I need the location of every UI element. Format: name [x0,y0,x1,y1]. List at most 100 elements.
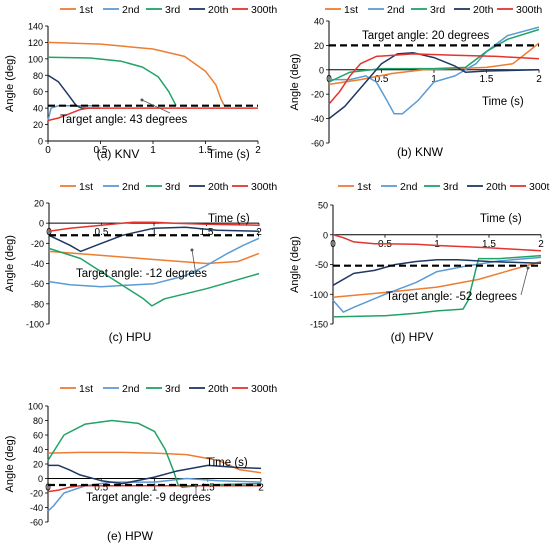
x-axis-label: Time (s) [206,457,248,469]
y-tick-label: 80 [33,416,43,426]
y-tick-label: 0 [38,137,43,147]
legend-label-300th: 300th [516,4,542,16]
legend-label-2nd: 2nd [122,4,140,16]
y-tick-label: 60 [33,87,43,97]
y-tick-label: -50 [315,260,328,270]
series-line-2nd [332,256,542,313]
y-tick-label: -40 [31,259,44,269]
y-tick-label: 0 [38,474,43,484]
legend-label-20th: 20th [208,383,229,395]
y-axis-label: Angle (deg) [4,436,16,493]
series-line-1st [328,42,540,86]
chart-HPV: 1st2nd3rd20th300th-150-100-5005000.511.5… [289,181,550,344]
series-line-1st [47,41,226,107]
y-tick-label: 20 [33,460,43,470]
y-axis-label: Angle (deg) [4,235,16,292]
series-line-3rd [328,28,540,83]
x-axis-label: Time (s) [480,213,522,225]
y-tick-label: -150 [310,320,328,330]
legend-label-2nd: 2nd [122,181,140,193]
series-line-1st [332,260,542,298]
legend-label-3rd: 3rd [165,4,180,16]
series-line-1st [47,451,262,474]
y-tick-label: 20 [34,199,44,209]
series-line-1st [48,250,260,265]
legend-label-3rd: 3rd [165,181,180,193]
x-tick-label: 1.5 [200,227,214,238]
series-line-300th [328,53,540,105]
caption: (c) HPU [109,330,152,344]
target-arrow-head [190,248,194,252]
x-tick-label: 1.5 [201,483,215,494]
legend-label-20th: 20th [208,181,229,193]
legend-label-20th: 20th [486,181,507,193]
x-tick-label: 2 [536,74,542,85]
y-tick-label: -60 [31,279,44,289]
y-tick-label: 120 [28,38,43,48]
y-axis-label: Angle (deg) [289,54,301,111]
y-tick-label: -100 [26,320,44,330]
x-tick-label: 0 [46,227,52,238]
legend-label-20th: 20th [473,4,494,16]
legend-label-1st: 1st [79,383,93,395]
chart-KNV: 1st 2nd 3rd 20th 300th 0 20 40 60 80 100 120 140 0 0.5… [4,4,277,161]
y-tick-label: -20 [311,90,324,100]
x-tick-label: 0.5 [375,74,389,85]
x-tick-label: 0.5 [95,227,109,238]
series-line-20th [332,258,542,286]
x-tick-label: 1 [151,227,157,238]
legend: 1st 2nd 3rd 20th 300th [60,383,277,395]
legend-label-2nd: 2nd [387,4,405,16]
x-tick-label: 2 [256,227,262,238]
series-line-3rd [332,254,542,318]
target-arrow [191,249,197,276]
x-tick-label: 1 [152,483,158,494]
series-line-300th [47,107,258,122]
x-tick-label: 0.5 [94,483,108,494]
series-line-300th [332,234,542,252]
legend: 1st 2nd 3rd 20th 300th [60,181,277,193]
x-tick-label: 2 [255,145,261,156]
target-arrow [141,99,171,114]
y-tick-label: -20 [31,239,44,249]
target-arrow-head [140,98,144,102]
y-tick-label: 0 [323,230,328,240]
x-tick-label: 0.5 [94,145,108,156]
x-tick-label: 2 [538,239,544,250]
x-tick-label: 1.5 [199,145,213,156]
caption: (b) KNW [397,145,444,159]
legend-label-3rd: 3rd [430,4,445,16]
caption: (a) KNV [97,147,140,161]
x-tick-label: 0 [45,145,51,156]
caption: (d) HPV [391,330,434,344]
y-tick-label: -60 [311,139,324,149]
legend-label-2nd: 2nd [122,383,140,395]
series-line-20th [47,74,101,109]
legend: 1st 2nd 3rd 20th 300th [338,181,550,193]
target-arrow-head [526,266,530,270]
y-tick-label: 20 [33,120,43,130]
x-tick-label: 1.5 [480,74,494,85]
target-arrow-head [194,484,198,488]
x-axis-label: Time (s) [482,96,524,108]
series-line-20th [48,226,260,253]
x-tick-label: 2 [258,483,264,494]
y-tick-label: 50 [318,201,328,211]
legend-label-1st: 1st [79,4,93,16]
series-line-20th [328,51,540,120]
y-tick-label: 40 [33,104,43,114]
x-tick-label: 1 [434,239,440,250]
chart-HPW: 1st 2nd 3rd 20th 300th-60-40-200204060801000… [4,383,277,543]
x-tick-label: 1 [431,74,437,85]
y-tick-label: 100 [28,54,43,64]
series-line-2nd [48,237,260,288]
x-tick-label: 0 [330,239,336,250]
target-label: Target angle: -52 degrees [386,291,517,303]
y-axis-label: Angle (deg) [289,236,301,293]
y-tick-label: -40 [311,114,324,124]
legend-label-3rd: 3rd [165,383,180,395]
x-axis-label: Time (s) [208,213,250,225]
series-line-20th [48,464,262,485]
